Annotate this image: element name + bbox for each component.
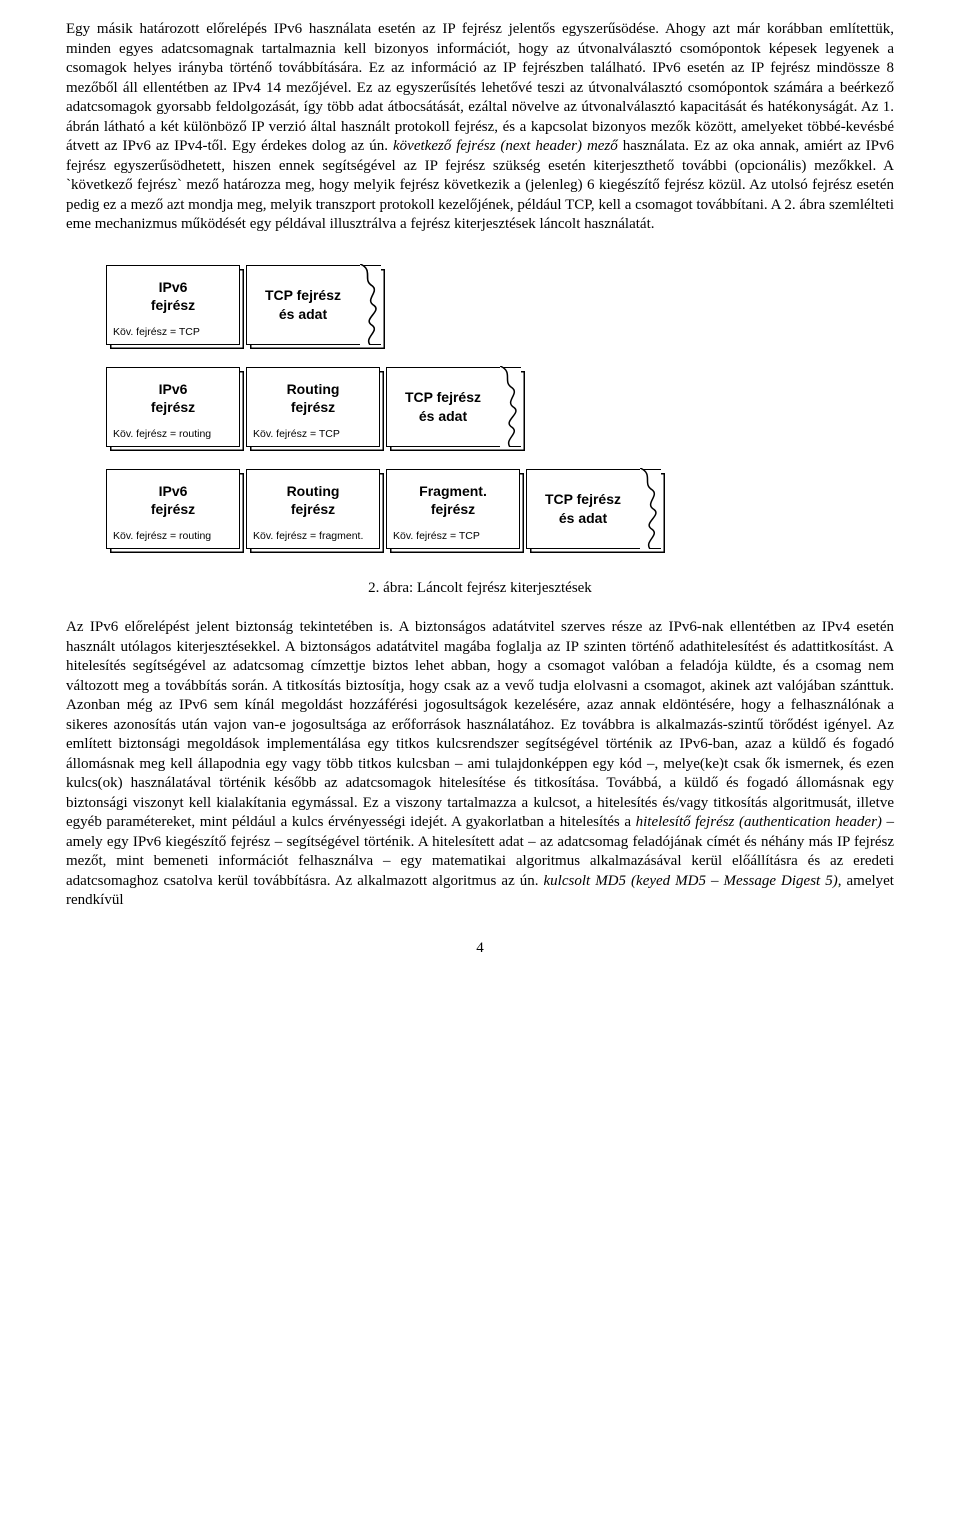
box-ipv6-r1-next: Köv. fejrész = TCP: [107, 324, 239, 344]
torn-edge-icon: [500, 366, 522, 447]
box-ipv6-r3-next: Köv. fejrész = routing: [107, 528, 239, 548]
diagram-row-3: IPv6fejrész Köv. fejrész = routing Routi…: [106, 469, 894, 549]
box-ipv6-r1-title: IPv6fejrész: [107, 266, 239, 324]
box-ipv6-r3: IPv6fejrész Köv. fejrész = routing: [106, 469, 240, 549]
box-fragment-r3-next: Köv. fejrész = TCP: [387, 528, 519, 548]
box-routing-r3-title: Routingfejrész: [247, 470, 379, 528]
box-tcp-r3: TCP fejrészés adat: [526, 469, 661, 549]
page-number: 4: [66, 939, 894, 959]
box-ipv6-r2-title: IPv6fejrész: [107, 368, 239, 426]
p2-italic-1: hitelesítő fejrész (authentication heade…: [636, 814, 882, 830]
box-ipv6-r2: IPv6fejrész Köv. fejrész = routing: [106, 367, 240, 447]
p1-italic: következő fejrész (next header) mező: [393, 138, 618, 154]
box-routing-r2-next: Köv. fejrész = TCP: [247, 426, 379, 446]
box-ipv6-r1: IPv6fejrész Köv. fejrész = TCP: [106, 265, 240, 345]
box-tcp-r3-title: TCP fejrészés adat: [545, 490, 621, 526]
box-fragment-r3-title: Fragment.fejrész: [387, 470, 519, 528]
box-routing-r3: Routingfejrész Köv. fejrész = fragment.: [246, 469, 380, 549]
box-tcp-r1: TCP fejrészés adat: [246, 265, 381, 345]
box-routing-r3-next: Köv. fejrész = fragment.: [247, 528, 379, 548]
torn-edge-icon: [640, 468, 662, 549]
box-fragment-r3: Fragment.fejrész Köv. fejrész = TCP: [386, 469, 520, 549]
diagram-row-2: IPv6fejrész Köv. fejrész = routing Routi…: [106, 367, 894, 447]
box-ipv6-r2-next: Köv. fejrész = routing: [107, 426, 239, 446]
diagram-row-1: IPv6fejrész Köv. fejrész = TCP TCP fejré…: [106, 265, 894, 345]
figure-caption: 2. ábra: Láncolt fejrész kiterjesztések: [66, 579, 894, 599]
p2-text-a: Az IPv6 előrelépést jelent biztonság tek…: [66, 619, 894, 830]
torn-edge-icon: [360, 264, 382, 345]
box-tcp-r2: TCP fejrészés adat: [386, 367, 521, 447]
box-tcp-r1-title: TCP fejrészés adat: [265, 286, 341, 322]
p2-italic-2: kulcsolt MD5 (keyed MD5 – Message Digest…: [544, 873, 838, 889]
paragraph-2: Az IPv6 előrelépést jelent biztonság tek…: [66, 618, 894, 911]
paragraph-1: Egy másik határozott előrelépés IPv6 has…: [66, 20, 894, 235]
box-tcp-r2-title: TCP fejrészés adat: [405, 388, 481, 424]
box-routing-r2: Routingfejrész Köv. fejrész = TCP: [246, 367, 380, 447]
box-routing-r2-title: Routingfejrész: [247, 368, 379, 426]
p1-text-a: Egy másik határozott előrelépés IPv6 has…: [66, 21, 894, 154]
box-ipv6-r3-title: IPv6fejrész: [107, 470, 239, 528]
header-chain-diagram: IPv6fejrész Köv. fejrész = TCP TCP fejré…: [106, 265, 894, 549]
